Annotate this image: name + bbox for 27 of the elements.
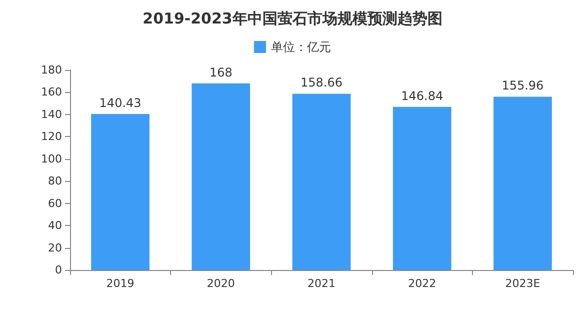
x-tick-label: 2021 — [308, 277, 336, 290]
bar — [392, 106, 452, 270]
y-tick-label: 40 — [48, 219, 62, 232]
data-label: 155.96 — [502, 78, 544, 93]
data-label: 140.43 — [99, 96, 142, 110]
y-tick-label: 140 — [41, 108, 62, 121]
x-tick-label: 2023E — [505, 277, 540, 290]
data-label: 168 — [209, 65, 232, 80]
legend-label: 单位：亿元 — [271, 40, 331, 54]
x-tick-label: 2020 — [206, 277, 235, 290]
y-tick-label: 120 — [41, 130, 62, 144]
bar — [292, 94, 351, 270]
x-tick-label: 2022 — [408, 277, 436, 290]
y-tick-label: 80 — [48, 174, 62, 188]
data-label: 146.84 — [401, 88, 444, 103]
y-tick-label: 0 — [55, 264, 62, 276]
y-tick-label: 160 — [41, 86, 62, 99]
y-tick-label: 100 — [41, 152, 62, 166]
chart-title: 2019-2023年中国萤石市场规模预测趋势图 — [142, 10, 442, 28]
bar — [192, 83, 250, 270]
y-tick-label: 20 — [48, 241, 62, 254]
bar — [494, 96, 552, 270]
y-tick-label: 60 — [48, 196, 62, 210]
y-tick-label: 180 — [41, 64, 62, 76]
bar — [91, 114, 150, 270]
x-tick-label: 2019 — [106, 277, 134, 290]
data-label: 158.66 — [300, 76, 342, 90]
